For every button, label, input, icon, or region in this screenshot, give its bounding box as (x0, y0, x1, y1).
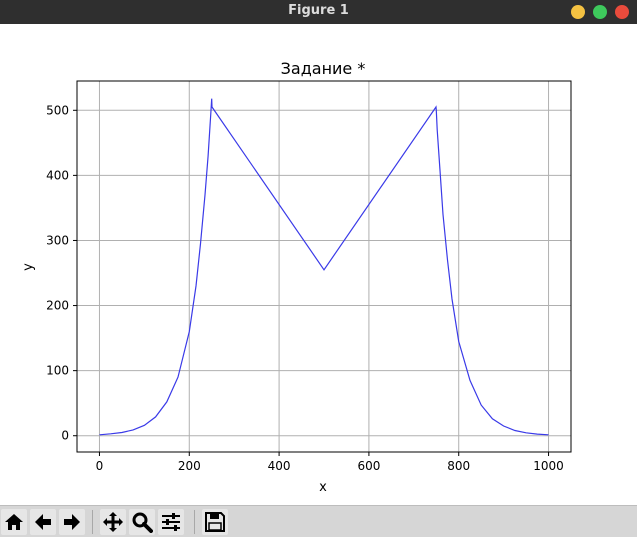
home-button[interactable] (1, 509, 27, 535)
forward-button[interactable] (59, 509, 85, 535)
sliders-icon (162, 513, 180, 531)
arrow-left-icon (35, 514, 51, 530)
window-title: Figure 1 (288, 3, 349, 18)
navigation-toolbar (0, 505, 637, 537)
series-line-layer (99, 98, 549, 436)
minimize-button[interactable] (571, 5, 585, 19)
toolbar-separator (92, 510, 93, 534)
chart-title: Задание * (281, 59, 366, 78)
floppy-disk-icon (205, 512, 225, 532)
y-tick-label: 300 (46, 233, 69, 247)
move-icon (103, 512, 123, 532)
grid-lines (77, 81, 571, 452)
save-button[interactable] (202, 509, 228, 535)
arrow-right-icon (64, 514, 80, 530)
magnifier-icon (132, 512, 153, 533)
series-line (99, 98, 549, 436)
x-tick-label: 1000 (533, 459, 564, 473)
zoom-button[interactable] (129, 509, 155, 535)
pan-button[interactable] (100, 509, 126, 535)
x-tick-label: 400 (268, 459, 291, 473)
y-tick-label: 100 (46, 364, 69, 378)
y-tick-label: 400 (46, 168, 69, 182)
x-tick-label: 800 (447, 459, 470, 473)
close-button[interactable] (615, 5, 629, 19)
y-tick-label: 200 (46, 299, 69, 313)
maximize-button[interactable] (593, 5, 607, 19)
y-axis-label: y (21, 263, 36, 271)
y-tick-label: 500 (46, 103, 69, 117)
x-axis-label: x (319, 480, 327, 495)
x-tick-label: 0 (96, 459, 104, 473)
line-chart: 0 200 400 600 800 1000 0 100 200 300 400 500 Задани… (21, 59, 572, 495)
x-tick-label: 200 (178, 459, 201, 473)
configure-subplots-button[interactable] (158, 509, 184, 535)
figure-canvas[interactable]: 0 200 400 600 800 1000 0 100 200 300 400 500 Задани… (0, 24, 637, 505)
y-tick-label: 0 (61, 429, 69, 443)
back-button[interactable] (30, 509, 56, 535)
window-titlebar[interactable]: Figure 1 (0, 0, 637, 24)
x-tick-label: 600 (357, 459, 380, 473)
toolbar-separator (194, 510, 195, 534)
tick-marks: 0 200 400 600 800 1000 0 100 200 300 400 500 (46, 103, 564, 473)
axes-frame (76, 80, 572, 453)
home-icon (5, 514, 23, 530)
